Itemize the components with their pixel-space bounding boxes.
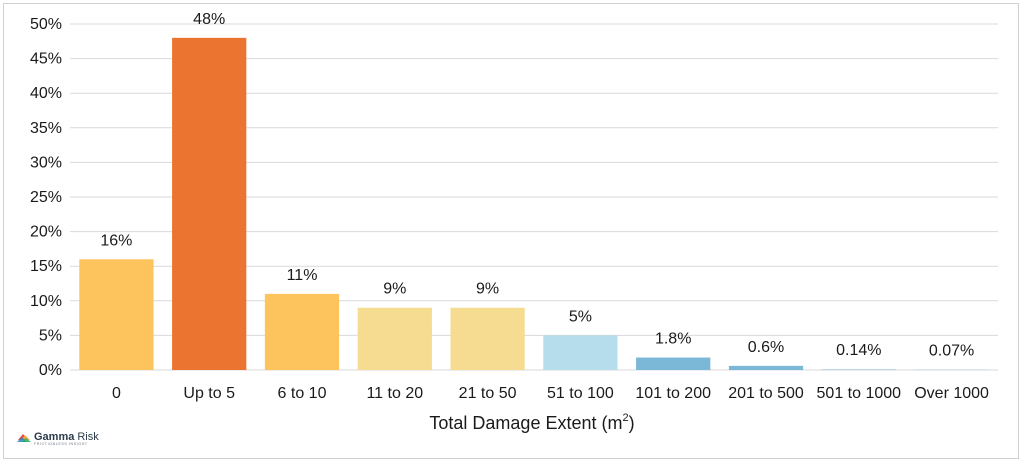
logo-tagline: FRICTIONLESS INSIGHT	[34, 442, 88, 446]
data-label: 9%	[476, 281, 499, 298]
bar	[79, 259, 154, 370]
bar	[914, 369, 989, 370]
data-label: 9%	[383, 281, 406, 298]
y-tick-label: 35%	[30, 120, 62, 137]
x-category-label: 501 to 1000	[817, 385, 902, 402]
bar	[172, 37, 247, 371]
x-category-label: 11 to 20	[366, 385, 423, 402]
bar	[728, 365, 804, 370]
y-tick-label: 0%	[39, 362, 62, 379]
data-label: 48%	[193, 11, 225, 28]
data-label: 0.14%	[836, 342, 881, 359]
bar-chart: 0% 5% 10% 15% 20% 25% 30% 35% 40% 45% 50% 16% 48% 11…	[17, 11, 998, 446]
bar	[264, 293, 340, 370]
y-tick-label: 50%	[30, 16, 62, 33]
data-label: 5%	[569, 308, 592, 325]
logo-name-light: Risk	[77, 431, 99, 443]
y-tick-label: 10%	[30, 293, 62, 310]
x-category-label: Over 1000	[914, 385, 989, 402]
bar	[821, 369, 896, 370]
x-category-label: 51 to 100	[547, 385, 614, 402]
y-tick-label: 5%	[39, 327, 62, 344]
y-tick-label: 25%	[30, 189, 62, 206]
data-label: 1.8%	[655, 331, 691, 348]
bar	[636, 357, 711, 370]
y-tick-label: 45%	[30, 51, 62, 68]
bars	[79, 37, 989, 371]
data-label: 16%	[100, 232, 132, 249]
data-labels: 16% 48% 11% 9% 9% 5% 1.8% 0.6% 0.14% 0.07%	[100, 11, 974, 360]
x-category-label: 0	[112, 385, 121, 402]
y-axis-tick-labels: 0% 5% 10% 15% 20% 25% 30% 35% 40% 45% 50%	[30, 16, 62, 379]
y-tick-label: 40%	[30, 85, 62, 102]
x-axis-title: Total Damage Extent (m2)	[429, 412, 634, 433]
y-tick-label: 15%	[30, 258, 62, 275]
x-category-label: 201 to 500	[728, 385, 804, 402]
logo-name-bold: Gamma	[34, 431, 75, 443]
bar	[450, 307, 525, 370]
bar	[543, 335, 618, 370]
x-category-label: 101 to 200	[635, 385, 711, 402]
x-category-label: Up to 5	[183, 385, 235, 402]
y-tick-label: 30%	[30, 154, 62, 171]
data-label: 0.6%	[748, 339, 784, 356]
data-label: 0.07%	[929, 342, 974, 359]
data-label: 11%	[287, 267, 318, 284]
x-category-label: 6 to 10	[278, 385, 327, 402]
gamma-risk-logo: Gamma Risk FRICTIONLESS INSIGHT	[17, 431, 99, 446]
chart-frame: 0% 5% 10% 15% 20% 25% 30% 35% 40% 45% 50% 16% 48% 11…	[3, 3, 1019, 459]
y-tick-label: 20%	[30, 224, 62, 241]
bar	[357, 307, 432, 370]
x-category-label: 21 to 50	[459, 385, 517, 402]
gamma-risk-logo-icon	[17, 434, 31, 442]
x-axis-category-labels: 0 Up to 5 6 to 10 11 to 20 21 to 50 51 to 100…	[112, 385, 989, 402]
